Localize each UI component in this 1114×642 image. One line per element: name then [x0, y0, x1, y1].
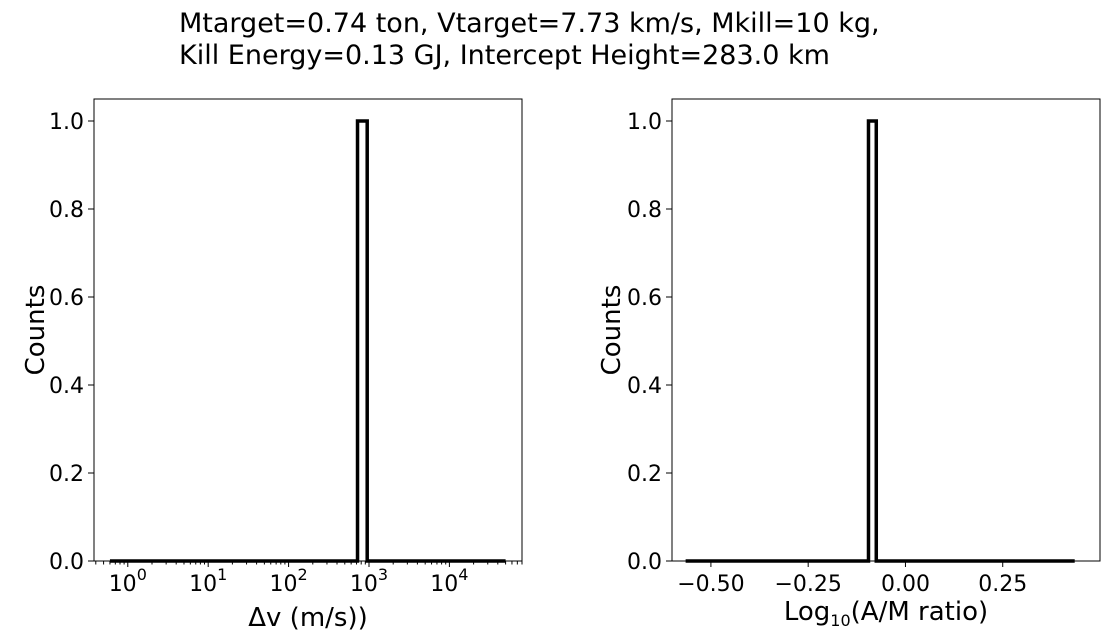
am-ratio-x-ticks: −0.50 −0.25 0.00 0.25	[677, 561, 1027, 597]
y-tick-label: 0.8	[627, 198, 662, 223]
x-tick-label: 104	[430, 565, 468, 597]
x-tick-label: −0.25	[774, 572, 841, 597]
y-tick-label: 0.4	[49, 374, 84, 399]
dv-y-ticks: 0.0 0.2 0.4 0.6 0.8 1.0	[49, 110, 94, 575]
y-tick-label: 0.6	[49, 286, 84, 311]
y-tick-label: 0.6	[627, 286, 662, 311]
dv-histogram-panel: 0.0 0.2 0.4 0.6 0.8 1.0 100 101 102 103 104 Count…	[21, 98, 523, 633]
figure-title-line-1: Mtarget=0.74 ton, Vtarget=7.73 km/s, Mki…	[179, 8, 880, 39]
y-tick-label: 0.2	[627, 462, 662, 487]
x-tick-label: −0.50	[677, 572, 744, 597]
am-ratio-x-axis-label: Log10(A/M ratio)	[784, 597, 988, 630]
figure-title-line-2: Kill Energy=0.13 GJ, Intercept Height=28…	[179, 40, 830, 71]
x-tick-label: 0.00	[881, 572, 930, 597]
am-ratio-x-label-prefix: Log	[784, 597, 830, 627]
am-ratio-plot-frame	[671, 98, 1101, 562]
y-tick-label: 0.2	[49, 462, 84, 487]
am-ratio-y-ticks: 0.0 0.2 0.4 0.6 0.8 1.0	[627, 110, 672, 575]
x-tick-label: 0.25	[978, 572, 1027, 597]
y-tick-label: 0.8	[49, 198, 84, 223]
am-ratio-x-label-subscript: 10	[830, 611, 850, 630]
dv-x-ticks: 100 101 102 103 104	[95, 561, 523, 597]
dv-plot-frame	[93, 98, 523, 562]
x-tick-label: 102	[269, 565, 307, 597]
y-tick-label: 0.4	[627, 374, 662, 399]
am-ratio-histogram-panel: 0.0 0.2 0.4 0.6 0.8 1.0 −0.50 −0.25 0.00 0.25 Co…	[597, 98, 1101, 630]
x-tick-label: 103	[350, 565, 388, 597]
dv-x-axis-label: Δv (m/s))	[248, 603, 368, 633]
y-tick-label: 1.0	[49, 110, 84, 135]
dv-y-axis-label: Counts	[21, 285, 51, 376]
am-ratio-x-label-suffix: (A/M ratio)	[851, 597, 988, 627]
y-tick-label: 0.0	[49, 550, 84, 575]
y-tick-label: 0.0	[627, 550, 662, 575]
y-tick-label: 1.0	[627, 110, 662, 135]
am-ratio-y-axis-label: Counts	[597, 285, 627, 376]
x-tick-label: 100	[109, 565, 147, 597]
x-tick-label: 101	[189, 565, 227, 597]
